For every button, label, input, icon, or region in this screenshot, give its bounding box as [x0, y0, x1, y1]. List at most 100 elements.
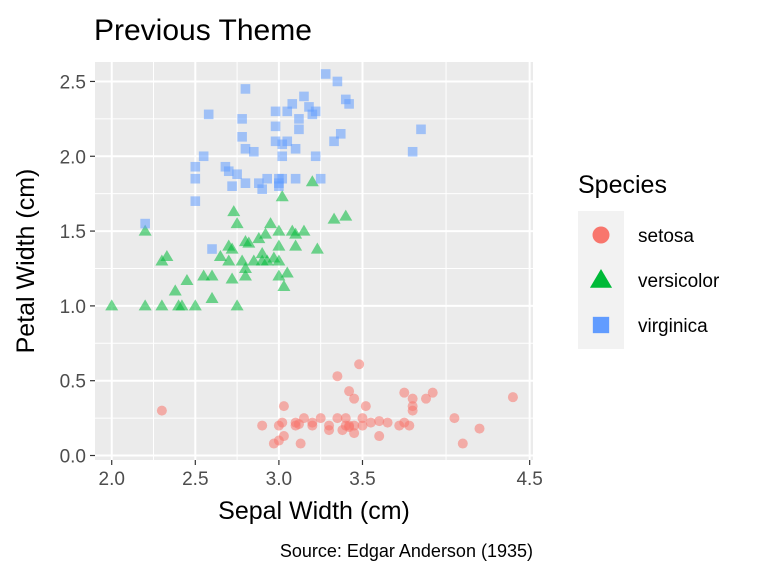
data-point-virginica: [335, 129, 346, 139]
data-point-setosa: [354, 359, 365, 370]
legend-label: versicolor: [638, 271, 720, 292]
grid-minor: [95, 62, 533, 460]
data-point-virginica: [310, 106, 321, 117]
data-point-versicolor: [252, 232, 266, 244]
data-point-versicolor: [259, 227, 273, 239]
data-point-setosa: [315, 413, 326, 424]
data-point-virginica: [290, 143, 301, 154]
data-point-virginica: [270, 106, 281, 117]
x-tick-label: 3.0: [266, 469, 292, 490]
data-point-versicolor: [238, 269, 252, 281]
data-point-setosa: [360, 401, 371, 412]
data-point-setosa: [421, 393, 432, 404]
data-point-virginica: [262, 173, 272, 184]
data-point-virginica: [407, 146, 418, 157]
data-point-versicolor: [168, 284, 182, 296]
data-point-virginica: [287, 99, 298, 109]
y-tick-label: 1.5: [60, 222, 86, 243]
data-point-setosa: [344, 386, 355, 397]
data-point-versicolor: [272, 254, 286, 266]
data-point-versicolor: [188, 299, 202, 311]
grid-major: [95, 62, 533, 460]
data-point-setosa: [340, 413, 351, 424]
data-point-setosa: [307, 417, 318, 428]
data-point-virginica: [190, 161, 201, 172]
data-point-versicolor: [105, 299, 119, 311]
legend-label: virginica: [638, 316, 708, 337]
data-point-versicolor: [238, 261, 252, 274]
y-tick-label: 0.5: [60, 372, 86, 393]
data-point-virginica: [282, 136, 293, 147]
data-point-versicolor: [289, 227, 303, 239]
data-point-setosa: [399, 387, 410, 398]
data-point-virginica: [240, 178, 251, 188]
y-tick-label: 2.0: [60, 147, 86, 168]
caption: Source: Edgar Anderson (1935): [280, 541, 533, 561]
data-point-virginica: [190, 196, 201, 206]
data-point-virginica: [304, 102, 314, 112]
data-point-virginica: [320, 69, 331, 79]
data-point-setosa: [507, 392, 518, 403]
data-point-versicolor: [277, 279, 291, 291]
x-tick-label: 2.5: [182, 469, 208, 490]
data-point-virginica: [290, 173, 301, 184]
legend-key-setosa: [592, 226, 610, 244]
data-point-setosa: [407, 393, 418, 404]
data-point-versicolor: [289, 239, 303, 251]
data-point-setosa: [332, 413, 343, 424]
legend-key-versicolor: [589, 268, 613, 288]
data-point-setosa: [257, 420, 268, 431]
data-point-virginica: [237, 132, 247, 142]
data-point-setosa: [156, 405, 167, 416]
data-point-setosa: [427, 387, 438, 398]
data-point-virginica: [232, 169, 242, 180]
data-point-virginica: [249, 146, 259, 157]
data-point-versicolor: [327, 212, 341, 224]
data-point-virginica: [254, 178, 264, 188]
data-point-setosa: [324, 425, 335, 436]
y-tick-label: 2.5: [60, 72, 86, 93]
data-point-virginica: [294, 124, 304, 135]
data-point-versicolor: [260, 254, 274, 266]
data-point-setosa: [374, 431, 385, 442]
data-point-versicolor: [242, 236, 256, 248]
data-point-setosa: [365, 417, 376, 428]
data-point-versicolor: [310, 242, 324, 254]
data-point-setosa: [277, 417, 288, 428]
data-points: [105, 69, 518, 449]
data-point-virginica: [190, 173, 201, 184]
data-point-versicolor: [339, 209, 353, 221]
legend-title: Species: [578, 171, 667, 199]
data-point-setosa: [457, 438, 468, 449]
data-point-virginica: [329, 136, 339, 147]
data-point-setosa: [394, 420, 405, 431]
data-point-versicolor: [272, 224, 286, 236]
data-point-versicolor: [230, 217, 244, 229]
data-point-versicolor: [230, 299, 244, 311]
data-point-versicolor: [213, 250, 227, 262]
data-point-setosa: [374, 416, 385, 427]
data-point-virginica: [240, 84, 251, 94]
data-point-setosa: [332, 371, 343, 382]
data-point-setosa: [407, 401, 418, 412]
data-point-setosa: [349, 393, 360, 404]
data-point-versicolor: [272, 269, 286, 281]
data-point-setosa: [357, 420, 368, 431]
data-point-virginica: [140, 218, 150, 229]
data-point-versicolor: [197, 269, 211, 281]
data-point-versicolor: [180, 273, 194, 286]
y-tick-label: 0.0: [60, 447, 86, 468]
data-point-versicolor: [275, 190, 289, 202]
data-point-versicolor: [160, 250, 174, 262]
data-point-virginica: [277, 173, 288, 184]
data-point-versicolor: [272, 239, 286, 251]
data-point-setosa: [357, 413, 368, 424]
data-point-virginica: [223, 166, 234, 177]
legend-keys: setosa versicolor virginica: [589, 226, 720, 337]
data-point-versicolor: [255, 247, 269, 259]
data-point-versicolor: [225, 272, 239, 284]
data-point-virginica: [294, 114, 304, 124]
data-point-virginica: [274, 181, 284, 191]
data-point-setosa: [404, 420, 415, 431]
data-point-versicolor: [225, 242, 239, 254]
